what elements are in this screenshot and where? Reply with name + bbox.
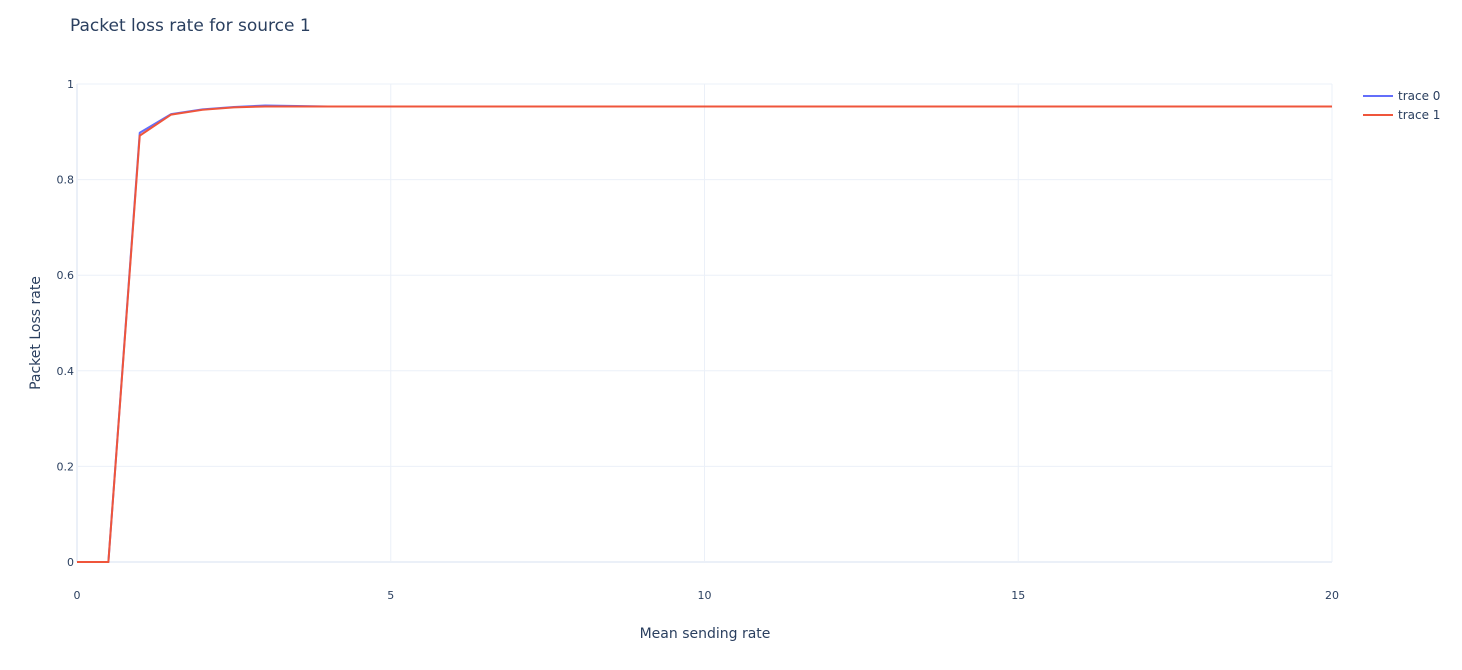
- y-axis-title: Packet Loss rate: [28, 276, 44, 390]
- y-tick-label: 0.4: [57, 365, 75, 378]
- y-tick-label: 1: [67, 78, 74, 91]
- y-tick-label: 0: [67, 556, 74, 569]
- y-tick-label: 0.6: [57, 269, 75, 282]
- chart-title: Packet loss rate for source 1: [70, 16, 311, 36]
- x-tick-label: 15: [1011, 589, 1025, 602]
- y-axis-ticks: 0 0.2 0.4 0.6 0.8 1: [57, 78, 75, 569]
- legend-item-trace-0[interactable]: trace 0: [1363, 89, 1440, 103]
- legend-label: trace 1: [1398, 108, 1440, 122]
- legend-item-trace-1[interactable]: trace 1: [1363, 108, 1440, 122]
- series-line-trace-1[interactable]: [77, 105, 1332, 563]
- y-tick-label: 0.2: [57, 460, 75, 473]
- gridlines: [76, 83, 1333, 563]
- x-tick-label: 0: [74, 589, 81, 602]
- series-lines: [77, 104, 1332, 563]
- x-tick-label: 10: [698, 589, 712, 602]
- y-tick-label: 0.8: [57, 174, 75, 187]
- x-axis-ticks: 0 5 10 15 20: [74, 589, 1340, 602]
- x-tick-label: 5: [387, 589, 394, 602]
- x-tick-label: 20: [1325, 589, 1339, 602]
- x-axis-title: Mean sending rate: [640, 626, 771, 642]
- legend[interactable]: trace 0 trace 1: [1363, 89, 1440, 122]
- legend-label: trace 0: [1398, 89, 1440, 103]
